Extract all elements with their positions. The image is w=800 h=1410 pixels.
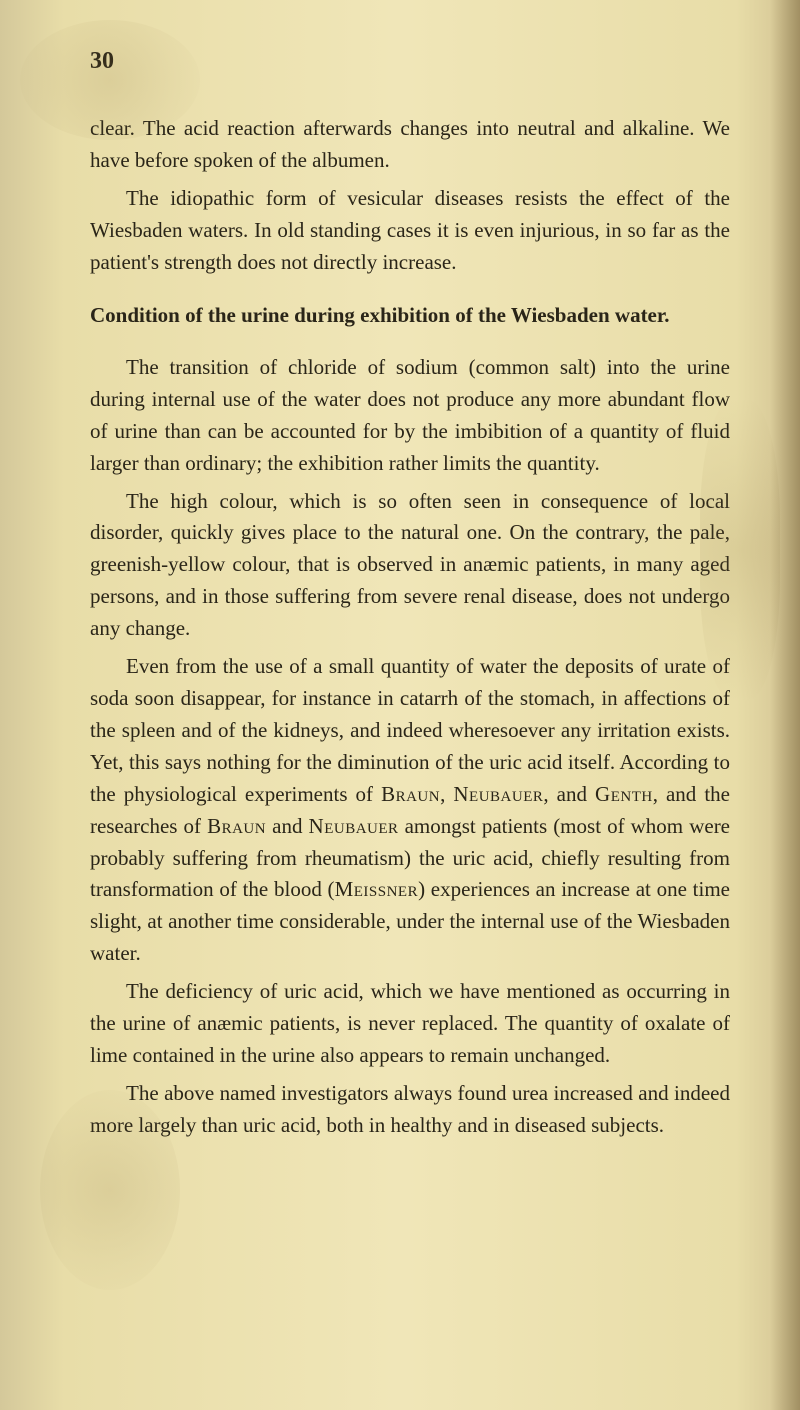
section-heading: Condition of the urine during exhibition…	[90, 301, 730, 330]
page-stain	[40, 1090, 180, 1290]
author-name: Genth	[595, 782, 653, 806]
author-name: Neubauer	[453, 782, 543, 806]
text-run: and	[266, 814, 308, 838]
body-paragraph: clear. The acid reaction afterwards chan…	[90, 113, 730, 177]
body-paragraph: The high colour, which is so often seen …	[90, 486, 730, 646]
body-paragraph: The transition of chloride of sodium (co…	[90, 352, 730, 480]
body-paragraph: Even from the use of a small quantity of…	[90, 651, 730, 970]
body-paragraph: The deficiency of uric acid, which we ha…	[90, 976, 730, 1072]
author-name: Braun	[207, 814, 266, 838]
author-name: Meissner	[335, 877, 419, 901]
text-run: ,	[440, 782, 453, 806]
author-name: Neubauer	[309, 814, 399, 838]
text-run: , and	[543, 782, 595, 806]
page-stain	[700, 400, 780, 700]
author-name: Braun	[381, 782, 440, 806]
body-paragraph: The idiopathic form of vesicular disease…	[90, 183, 730, 279]
body-paragraph: The above named investigators always fou…	[90, 1078, 730, 1142]
page-stain	[20, 20, 200, 140]
page-edge-shadow	[770, 0, 800, 1410]
